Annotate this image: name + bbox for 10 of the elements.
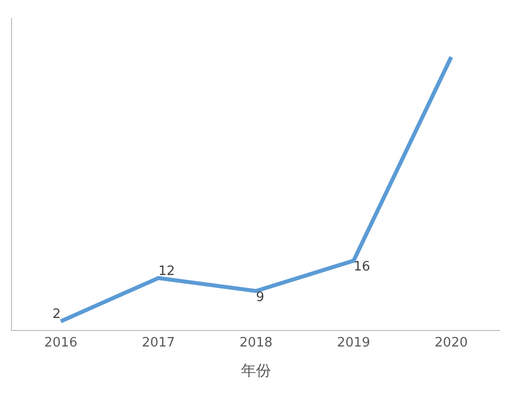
data-label: 12 bbox=[158, 264, 175, 279]
x-axis-title: 年份 bbox=[241, 362, 271, 380]
data-label: 16 bbox=[354, 259, 370, 274]
data-label: 9 bbox=[256, 290, 264, 305]
x-tick-label: 2019 bbox=[337, 336, 370, 351]
x-tick-label: 2017 bbox=[142, 336, 175, 351]
x-tick-label: 2016 bbox=[44, 336, 78, 351]
x-tick-label: 2020 bbox=[434, 336, 468, 351]
x-tick-label: 2018 bbox=[239, 336, 273, 351]
data-label: 2 bbox=[52, 307, 61, 322]
